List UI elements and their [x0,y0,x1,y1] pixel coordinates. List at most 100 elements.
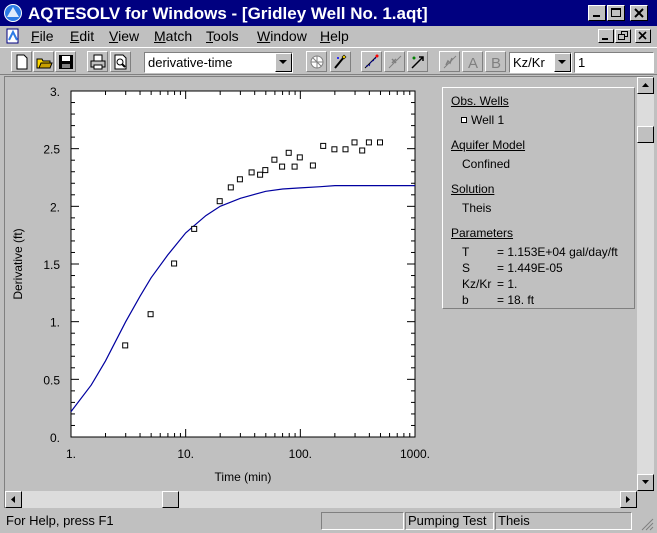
app-icon[interactable] [3,3,23,23]
menu-help[interactable]: Help [320,28,349,44]
chevron-down-icon [558,60,566,64]
print-icon [90,54,106,70]
open-button[interactable] [33,51,54,72]
menu-window[interactable]: Window [257,28,307,44]
x-tick-label: 10. [177,447,194,461]
menu-match[interactable]: Match [154,28,193,44]
arrow-down-icon [642,480,649,484]
doc-close-button[interactable] [635,29,651,43]
grid-button[interactable] [306,51,327,72]
fitted-curve [70,184,415,412]
plot-type-value: derivative-time [148,55,233,70]
print-preview-button[interactable] [110,51,131,72]
document-window: 1. 10. 100. 1000. 0. 0.5 1. 1.5 2. 2.5 3. Time (min… [4,76,654,508]
wand-icon [334,54,347,69]
x-tick-label: 1000. [400,447,430,461]
legend-panel[interactable]: Obs. Wells Well 1 Aquifer Model Confined… [442,87,635,309]
active-match-button[interactable] [407,51,428,72]
grid-icon [310,55,324,69]
param-name: b [462,293,469,307]
doc-restore-button[interactable] [615,29,631,43]
b-button[interactable]: B [485,51,506,72]
observed-point [171,260,178,267]
observed-point [147,311,154,318]
obs-wells-heading: Obs. Wells [451,94,509,108]
minimize-icon [593,15,600,17]
print-button[interactable] [87,51,108,72]
menu-file[interactable]: File [31,28,54,44]
status-bar: For Help, press F1 Pumping Test Theis [0,509,657,533]
parameter-value-input[interactable]: 1 [574,52,654,73]
plot-frame [70,90,416,438]
title-bar: AQTESOLV for Windows - [Gridley Well No.… [0,0,657,26]
observed-point [262,167,269,174]
observed-point [122,342,129,349]
y-tick-label: 1. [50,316,60,330]
arrow-right-icon [626,496,630,503]
auto-match-button[interactable] [361,51,382,72]
plot-type-dropdown-button[interactable] [275,53,292,72]
derivative-time-chart[interactable]: 1. 10. 100. 1000. 0. 0.5 1. 1.5 2. 2.5 3. Time (min… [5,77,437,491]
svg-text:B: B [491,55,501,71]
size-grip-icon[interactable] [640,517,654,531]
horizontal-scroll-thumb[interactable] [162,491,179,508]
observed-point [279,163,286,170]
new-icon [16,54,28,70]
horizontal-scrollbar[interactable] [5,491,637,508]
wand-button[interactable] [330,51,351,72]
solution-value: Theis [462,201,492,215]
open-icon [36,58,53,69]
y-tick-label: 0. [50,431,60,445]
y-tick-label: 3. [50,85,60,99]
maximize-icon [611,8,621,17]
type-curve-button[interactable] [439,51,460,72]
scroll-up-button[interactable] [637,77,654,94]
save-button[interactable] [55,51,76,72]
observed-point [377,139,383,146]
scroll-left-button[interactable] [5,491,22,508]
minimize-button[interactable] [588,5,606,21]
menu-view[interactable]: View [109,28,140,44]
aquifer-model-value: Confined [462,157,511,171]
parameter-select[interactable]: Kz/Kr [509,52,572,73]
observed-point [320,142,327,149]
obs-well-entry: Well 1 [461,113,504,127]
parameter-dropdown-button[interactable] [554,53,571,72]
document-icon[interactable] [5,28,21,44]
param-name: T [462,245,470,259]
visual-match-button[interactable] [384,51,405,72]
arrow-up-icon [642,83,649,87]
status-pane-empty [321,512,404,530]
scroll-right-button[interactable] [620,491,637,508]
maximize-button[interactable] [607,5,625,21]
observed-point [296,154,303,161]
menu-tools[interactable]: Tools [206,28,239,44]
a-button[interactable]: A [462,51,483,72]
arrow-left-icon [11,496,15,503]
close-icon [638,31,647,40]
x-tick-label: 100. [289,447,312,461]
b-icon: B [491,55,501,71]
observed-point [342,146,349,153]
vertical-scrollbar[interactable] [637,77,654,491]
doc-minimize-button[interactable] [598,29,614,43]
plot-area[interactable]: 1. 10. 100. 1000. 0. 0.5 1. 1.5 2. 2.5 3. Time (min… [5,77,637,491]
menu-edit[interactable]: Edit [70,28,95,44]
param-value: = 1.153E+04 gal/day/ft [497,245,618,259]
new-button[interactable] [11,51,32,72]
y-tick-label: 1.5 [43,258,60,272]
status-mode: Pumping Test [405,512,494,530]
vertical-scroll-thumb[interactable] [637,126,654,143]
parameter-select-value: Kz/Kr [513,55,545,70]
obs-well-name: Well 1 [471,113,505,127]
plot-type-select[interactable]: derivative-time [144,52,293,73]
type-curve-icon [443,55,457,69]
svg-text:A: A [468,55,478,71]
param-value: = 18. ft [497,293,535,307]
window-title: AQTESOLV for Windows - [Gridley Well No.… [28,4,428,23]
observed-point [285,149,292,156]
observed-point [191,225,198,232]
close-button[interactable] [630,5,648,21]
observed-point [351,139,358,146]
scroll-down-button[interactable] [637,474,654,491]
